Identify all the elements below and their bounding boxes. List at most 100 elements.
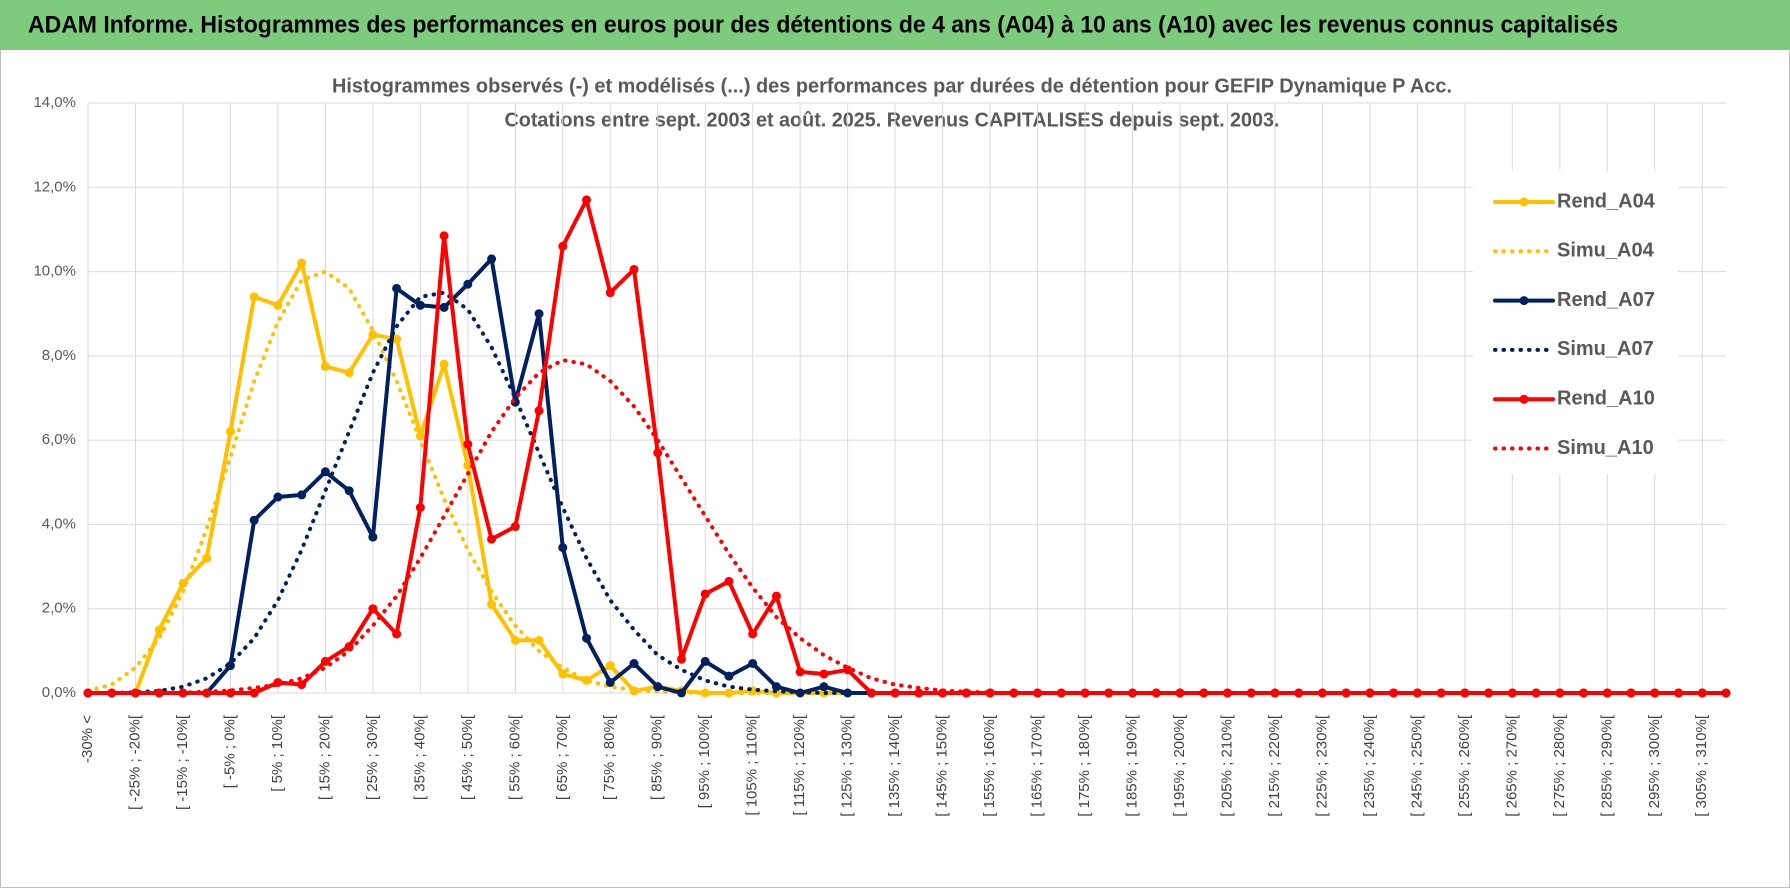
x-tick-label: [ 65% ; 70%[ <box>554 714 571 800</box>
x-tick-label: [ 115% ; 120%[ <box>791 714 808 815</box>
series-marker <box>1697 688 1707 698</box>
series-marker <box>605 661 615 671</box>
x-tick-label: [ 35% ; 40%[ <box>411 714 428 800</box>
x-tick-label: [ 85% ; 90%[ <box>649 714 666 800</box>
series-marker <box>1650 688 1660 698</box>
legend-label: Simu_A10 <box>1557 437 1654 459</box>
x-tick-label: [ 255% ; 260%[ <box>1456 714 1473 817</box>
x-tick-label: [ 275% ; 280%[ <box>1551 714 1568 817</box>
series-marker <box>748 629 758 639</box>
x-tick-label: [ 235% ; 240%[ <box>1361 714 1378 817</box>
y-tick-label: 14,0% <box>33 94 76 111</box>
legend-label: Rend_A07 <box>1557 289 1655 311</box>
series-marker <box>463 460 473 470</box>
series-marker <box>582 195 592 205</box>
legend-marker <box>1519 296 1529 306</box>
series-marker <box>985 688 995 698</box>
legend-marker <box>1519 394 1529 404</box>
series-marker <box>415 300 425 310</box>
x-tick-label: [ 205% ; 210%[ <box>1218 714 1235 817</box>
x-tick-label: [ 285% ; 290%[ <box>1598 714 1615 817</box>
series-marker <box>724 671 734 681</box>
legend-marker <box>1519 197 1529 207</box>
x-tick-label: [ 15% ; 20%[ <box>316 714 333 800</box>
series-marker <box>629 659 639 668</box>
series-marker <box>297 490 307 500</box>
series-marker <box>1199 688 1209 698</box>
x-tick-label: [ 145% ; 150%[ <box>934 714 951 817</box>
series-marker <box>344 368 354 378</box>
x-tick-label: -30% < <box>79 715 96 763</box>
series-marker <box>225 661 235 671</box>
series-marker <box>558 543 568 553</box>
series-marker <box>866 688 876 698</box>
series-marker <box>1104 688 1114 698</box>
series-marker <box>534 635 544 645</box>
x-tick-label: [ 75% ; 80%[ <box>601 714 618 800</box>
series-marker <box>700 589 710 599</box>
x-tick-label: [ 265% ; 270%[ <box>1503 714 1520 817</box>
legend-label: Rend_A10 <box>1557 387 1655 409</box>
series-marker <box>344 486 354 496</box>
x-tick-label: [ 45% ; 50%[ <box>459 714 476 800</box>
series-marker <box>463 279 473 289</box>
series-marker <box>297 258 307 268</box>
series-marker <box>653 448 663 458</box>
series-marker <box>273 492 283 502</box>
x-tick-label: [ 215% ; 220%[ <box>1266 714 1283 817</box>
series-marker <box>202 553 212 563</box>
x-tick-label: [ 105% ; 110%[ <box>744 714 761 815</box>
x-tick-label: [ 225% ; 230%[ <box>1313 714 1330 817</box>
series-marker <box>415 503 425 513</box>
series-marker <box>487 534 497 544</box>
header-title: ADAM Informe. Histogrammes des performan… <box>28 11 1618 38</box>
series-marker <box>1080 688 1090 698</box>
series-marker <box>819 669 829 679</box>
x-tick-label: [ 245% ; 250%[ <box>1408 714 1425 817</box>
series-marker <box>249 688 259 698</box>
series-marker <box>320 467 330 477</box>
series-marker <box>1341 688 1351 698</box>
series-marker <box>582 633 592 643</box>
series-marker <box>653 682 663 692</box>
y-tick-label: 12,0% <box>33 178 76 195</box>
y-tick-label: 2,0% <box>42 600 76 617</box>
x-tick-label: [ 175% ; 180%[ <box>1076 714 1093 817</box>
series-marker <box>154 688 164 698</box>
series-marker <box>605 288 615 298</box>
series-marker <box>392 283 402 293</box>
x-tick-label: [ 155% ; 160%[ <box>981 714 998 817</box>
series-marker <box>534 309 544 319</box>
series-marker <box>463 439 473 449</box>
series-marker <box>700 688 710 698</box>
series-marker <box>368 532 378 542</box>
series-marker <box>748 659 758 668</box>
x-tick-label: [ 135% ; 140%[ <box>886 714 903 817</box>
series-marker <box>392 629 402 639</box>
x-tick-label: [ 25% ; 30%[ <box>364 714 381 800</box>
series-marker <box>843 688 853 698</box>
series-marker <box>1460 688 1470 698</box>
series-marker <box>795 667 805 677</box>
series-marker <box>439 231 449 241</box>
series-marker <box>249 515 259 525</box>
x-tick-label: [ 185% ; 190%[ <box>1123 714 1140 817</box>
series-marker <box>1579 688 1589 698</box>
series-marker <box>439 359 449 369</box>
series-marker <box>558 241 568 251</box>
series-marker <box>439 302 449 312</box>
series-marker <box>487 254 497 264</box>
x-tick-label: [ -25% ; -20%[ <box>126 714 143 810</box>
series-marker <box>676 688 686 698</box>
legend-label: Rend_A04 <box>1557 190 1656 212</box>
series-marker <box>558 669 568 679</box>
x-tick-label: [ -5% ; 0%[ <box>221 714 238 788</box>
y-tick-label: 4,0% <box>42 515 76 532</box>
series-marker <box>534 406 544 416</box>
series-marker <box>890 688 900 698</box>
x-tick-label: [ 295% ; 300%[ <box>1646 714 1663 817</box>
x-tick-label: [ 95% ; 100%[ <box>696 714 713 808</box>
series-marker <box>273 300 283 310</box>
series-marker <box>392 334 402 344</box>
